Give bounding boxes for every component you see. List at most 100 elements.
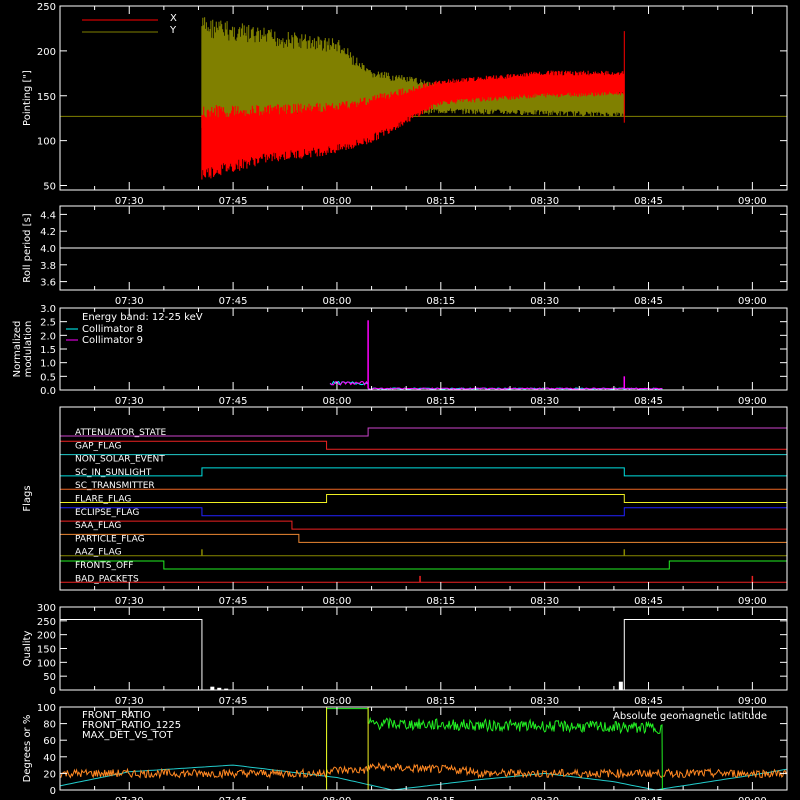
x-tick-label: 09:00 bbox=[738, 696, 767, 707]
x-tick-label: 08:45 bbox=[634, 796, 663, 800]
x-tick-label: 07:30 bbox=[115, 596, 144, 607]
x-tick-label: 08:15 bbox=[426, 396, 455, 407]
legend-label-collimator-8: Collimator 8 bbox=[82, 324, 143, 335]
y-tick-label: 80 bbox=[43, 720, 56, 731]
y-tick-label: 4.4 bbox=[40, 210, 56, 221]
y-tick-label: 50 bbox=[43, 672, 56, 683]
panel-frame-roll bbox=[59, 205, 788, 291]
x-tick-label: 07:45 bbox=[219, 296, 248, 307]
flag-label-flare-flag: FLARE_FLAG bbox=[75, 495, 131, 505]
panel-frame-quality bbox=[59, 606, 788, 691]
x-tick-label: 07:45 bbox=[219, 596, 248, 607]
y-axis-label: modulation bbox=[23, 321, 34, 378]
x-tick-label: 09:00 bbox=[738, 396, 767, 407]
legend-label-front-ratio-1225: FRONT_RATIO_1225 bbox=[82, 720, 181, 731]
quality-line bbox=[60, 618, 787, 691]
y-tick-label: 4.2 bbox=[40, 227, 56, 238]
legend-label-max-det-vs-tot: MAX_DET_VS_TOT bbox=[82, 730, 174, 741]
x-tick-label: 07:30 bbox=[115, 196, 144, 207]
panel-frame-ratios bbox=[59, 706, 788, 791]
x-tick-label: 09:00 bbox=[738, 796, 767, 800]
quality-blob bbox=[618, 681, 623, 690]
y-tick-label: 250 bbox=[37, 2, 56, 13]
x-tick-label: 09:00 bbox=[738, 596, 767, 607]
flag-line-sc-in-sunlight bbox=[60, 467, 787, 477]
x-tick-label: 08:00 bbox=[323, 296, 352, 307]
modulation-segment-collimator-9 bbox=[367, 387, 663, 390]
y-axis-label: Quality bbox=[22, 631, 33, 667]
legend-label-front-ratio: FRONT_RATIO bbox=[82, 710, 151, 721]
quality-blob bbox=[224, 688, 229, 690]
x-tick-label: 08:15 bbox=[426, 196, 455, 207]
x-tick-label: 07:30 bbox=[115, 696, 144, 707]
y-tick-label: 2.0 bbox=[40, 331, 56, 342]
y-tick-label: 0.0 bbox=[40, 386, 56, 397]
flag-line-eclipse-flag bbox=[60, 507, 787, 517]
x-tick-label: 08:00 bbox=[323, 696, 352, 707]
y-axis-label: Normalized bbox=[12, 321, 23, 378]
y-tick-label: 250 bbox=[37, 617, 56, 628]
x-tick-label: 08:30 bbox=[530, 296, 559, 307]
flag-label-particle-flag: PARTICLE_FLAG bbox=[75, 534, 145, 544]
x-tick-label: 07:30 bbox=[115, 796, 144, 800]
y-tick-label: 0.5 bbox=[40, 372, 56, 383]
latitude-line bbox=[59, 764, 788, 791]
x-tick-label: 08:45 bbox=[634, 396, 663, 407]
flag-label-saa-flag: SAA_FLAG bbox=[75, 521, 121, 531]
legend-label-y: Y bbox=[169, 25, 177, 36]
x-tick-label: 08:00 bbox=[323, 196, 352, 207]
x-tick-label: 08:30 bbox=[530, 196, 559, 207]
y-tick-label: 2.5 bbox=[40, 318, 56, 329]
x-tick-label: 08:30 bbox=[530, 596, 559, 607]
x-tick-label: 08:00 bbox=[323, 796, 352, 800]
flag-label-gap-flag: GAP_FLAG bbox=[75, 441, 121, 451]
y-axis-label: Degrees or % bbox=[22, 715, 33, 783]
x-tick-label: 08:30 bbox=[530, 396, 559, 407]
series-x-line bbox=[201, 70, 625, 180]
flag-label-fronts-off: FRONTS_OFF bbox=[75, 561, 133, 571]
x-tick-label: 09:00 bbox=[738, 196, 767, 207]
flag-label-eclipse-flag: ECLIPSE_FLAG bbox=[75, 508, 139, 518]
quality-blob bbox=[210, 686, 215, 690]
y-tick-label: 1.5 bbox=[40, 345, 56, 356]
flag-line-flare-flag bbox=[60, 494, 787, 503]
x-tick-label: 08:45 bbox=[634, 196, 663, 207]
x-tick-label: 09:00 bbox=[738, 296, 767, 307]
x-tick-label: 07:45 bbox=[219, 396, 248, 407]
x-tick-label: 07:30 bbox=[115, 296, 144, 307]
x-tick-label: 08:15 bbox=[426, 696, 455, 707]
y-tick-label: 100 bbox=[37, 137, 56, 148]
y-tick-label: 0 bbox=[50, 786, 56, 797]
y-axis-label: Pointing ["] bbox=[22, 70, 33, 126]
flag-line-particle-flag bbox=[60, 533, 787, 543]
x-tick-label: 07:45 bbox=[219, 196, 248, 207]
y-tick-label: 3.8 bbox=[40, 261, 56, 272]
y-tick-label: 3.6 bbox=[40, 278, 56, 289]
y-tick-label: 0 bbox=[50, 686, 56, 697]
x-tick-label: 08:15 bbox=[426, 596, 455, 607]
flag-line-fronts-off bbox=[60, 560, 787, 570]
flag-label-sc-in-sunlight: SC_IN_SUNLIGHT bbox=[75, 468, 152, 478]
max-det-vs-tot-line bbox=[59, 761, 788, 780]
y-tick-label: 150 bbox=[37, 92, 56, 103]
x-tick-label: 08:15 bbox=[426, 296, 455, 307]
panel-frame-modulation bbox=[59, 307, 788, 391]
flag-label-bad-packets: BAD_PACKETS bbox=[75, 574, 139, 584]
flag-label-aaz-flag: AAZ_FLAG bbox=[75, 548, 122, 558]
y-axis-label: Roll period [s] bbox=[22, 213, 33, 282]
flag-label-attenuator-state: ATTENUATOR_STATE bbox=[75, 428, 167, 438]
legend-title: Energy band: 12-25 keV bbox=[82, 312, 203, 323]
y-tick-label: 100 bbox=[37, 658, 56, 669]
flag-line-attenuator-state bbox=[60, 427, 787, 437]
modulation-segment-collimator-9 bbox=[329, 380, 369, 386]
x-tick-label: 08:30 bbox=[530, 796, 559, 800]
y-tick-label: 3.0 bbox=[40, 304, 56, 315]
y-tick-label: 300 bbox=[37, 603, 56, 614]
x-tick-label: 08:45 bbox=[634, 696, 663, 707]
y-tick-label: 4.0 bbox=[40, 244, 56, 255]
quality-blob bbox=[217, 687, 222, 690]
x-tick-label: 08:30 bbox=[530, 696, 559, 707]
flag-label-sc-transmitter: SC_TRANSMITTER bbox=[75, 481, 155, 491]
x-tick-label: 08:00 bbox=[323, 596, 352, 607]
